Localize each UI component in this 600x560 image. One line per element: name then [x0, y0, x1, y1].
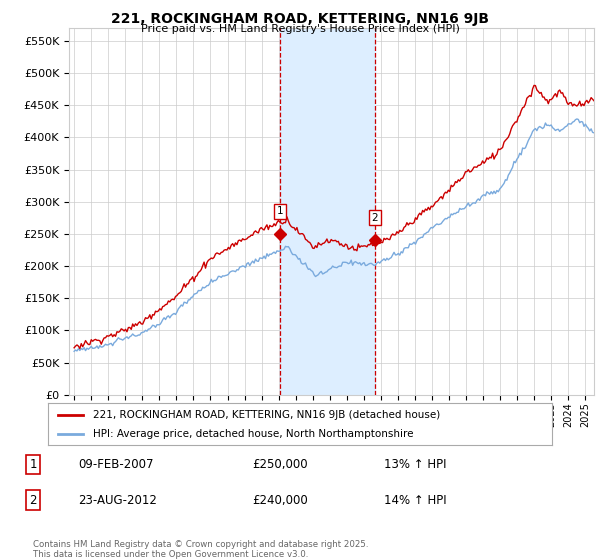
- Text: 14% ↑ HPI: 14% ↑ HPI: [384, 494, 446, 507]
- Text: 23-AUG-2012: 23-AUG-2012: [78, 494, 157, 507]
- Text: 1: 1: [277, 207, 283, 216]
- Text: 221, ROCKINGHAM ROAD, KETTERING, NN16 9JB (detached house): 221, ROCKINGHAM ROAD, KETTERING, NN16 9J…: [94, 409, 440, 419]
- Text: 2: 2: [371, 213, 378, 223]
- Text: 2: 2: [29, 494, 37, 507]
- Bar: [280, 28, 374, 395]
- Text: £240,000: £240,000: [252, 494, 308, 507]
- Text: 09-FEB-2007: 09-FEB-2007: [78, 458, 154, 471]
- Text: HPI: Average price, detached house, North Northamptonshire: HPI: Average price, detached house, Nort…: [94, 429, 414, 439]
- Text: £250,000: £250,000: [252, 458, 308, 471]
- Text: Price paid vs. HM Land Registry's House Price Index (HPI): Price paid vs. HM Land Registry's House …: [140, 24, 460, 34]
- Text: 221, ROCKINGHAM ROAD, KETTERING, NN16 9JB: 221, ROCKINGHAM ROAD, KETTERING, NN16 9J…: [111, 12, 489, 26]
- Text: 1: 1: [29, 458, 37, 471]
- Text: Contains HM Land Registry data © Crown copyright and database right 2025.
This d: Contains HM Land Registry data © Crown c…: [33, 540, 368, 559]
- Text: 13% ↑ HPI: 13% ↑ HPI: [384, 458, 446, 471]
